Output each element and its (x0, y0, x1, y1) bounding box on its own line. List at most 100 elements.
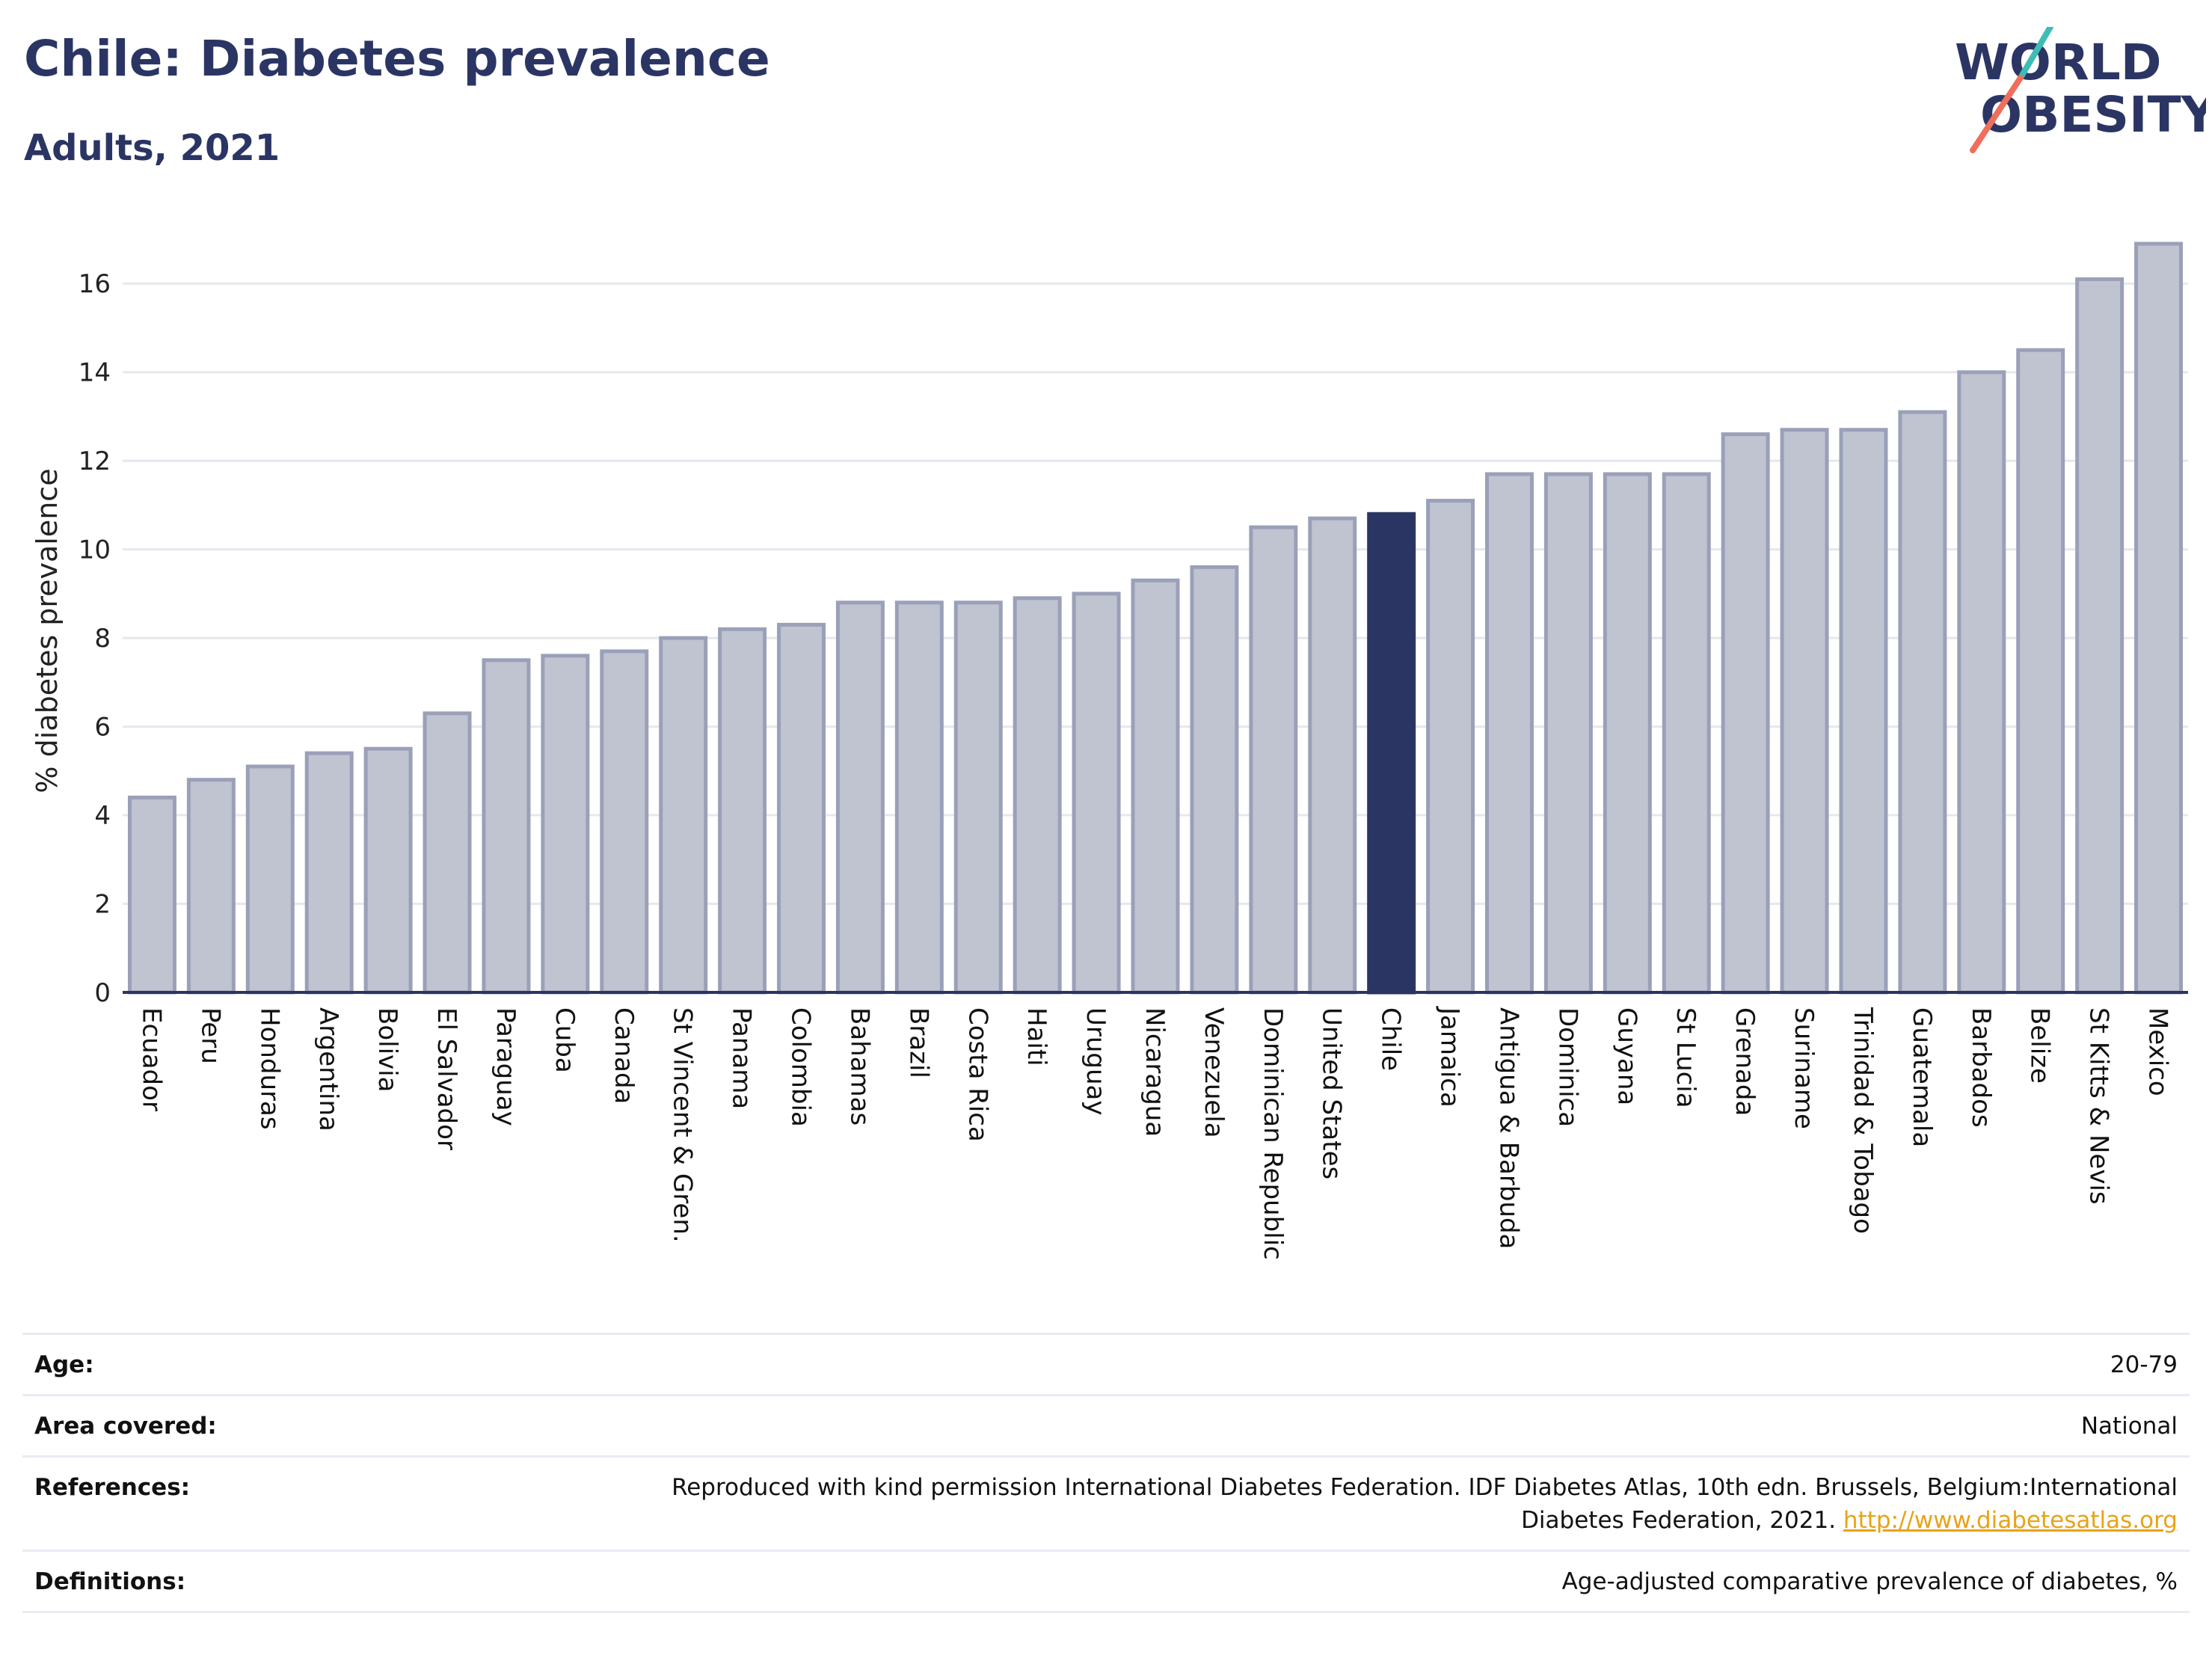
detail-row-definitions: Definitions: Age-adjusted comparative pr… (22, 1550, 2190, 1613)
x-tick-label: Chile (1376, 1007, 1406, 1071)
x-tick-label: El Salvador (431, 1007, 461, 1150)
bar-argentina (304, 751, 354, 995)
x-tick-label: Panama (727, 1007, 757, 1109)
x-tick-label: Mexico (2143, 1007, 2173, 1096)
x-tick-label: Barbados (1966, 1007, 1996, 1128)
x-tick-label: Honduras (254, 1007, 284, 1130)
bar-st-vincent-gren- (659, 636, 708, 995)
reference-text: Reproduced with kind permission Internat… (672, 1474, 2178, 1534)
x-tick-label: Ecuador (136, 1007, 166, 1111)
y-tick-label: 16 (79, 269, 111, 299)
x-tick-label: Dominican Republic (1258, 1007, 1288, 1260)
logo-line1: WORLD (1955, 34, 2162, 91)
x-tick-label: Argentina (313, 1007, 343, 1132)
detail-key: Age: (34, 1351, 94, 1378)
detail-key: Definitions: (34, 1568, 186, 1595)
bar-chile (1367, 512, 1416, 995)
bar-guyana (1603, 472, 1652, 995)
bar-jamaica (1426, 498, 1475, 995)
x-tick-label: Uruguay (1081, 1007, 1110, 1116)
bar-brazil (894, 601, 944, 995)
y-axis-title: % diabetes prevalence (31, 468, 64, 793)
x-tick-label: Costa Rica (962, 1007, 992, 1142)
logo-line2: OBESITY (1980, 86, 2206, 144)
x-tick-label: Grenada (1730, 1007, 1760, 1116)
bar-cuba (541, 654, 590, 995)
x-tick-label: Brazil (903, 1007, 933, 1078)
x-tick-label: Peru (195, 1007, 225, 1064)
x-tick-label: Bolivia (372, 1007, 402, 1092)
y-tick-label: 4 (94, 801, 111, 831)
bar-bolivia (363, 746, 413, 995)
y-tick-label: 2 (94, 890, 111, 920)
bar-dominican-republic (1249, 525, 1298, 995)
x-tick-label: Guyana (1612, 1007, 1641, 1105)
bar-paraguay (482, 658, 531, 995)
bar-costa-rica (953, 601, 1003, 995)
y-tick-label: 12 (79, 446, 111, 476)
bar-panama (718, 627, 767, 995)
bar-haiti (1013, 596, 1062, 995)
x-tick-label: United States (1317, 1007, 1347, 1179)
x-tick-label: Suriname (1789, 1007, 1819, 1129)
bar-canada (600, 649, 649, 995)
x-tick-label: Cuba (550, 1007, 580, 1073)
details-table: Age: 20-79 Area covered: National Refere… (22, 1333, 2190, 1624)
bar-peru (186, 778, 236, 995)
bar-chart: 0 2 4 6 8 10 12 14 16 % diabetes prevalence Ecuado… (31, 242, 2188, 1260)
x-tick-label: Nicaragua (1140, 1007, 1170, 1137)
x-tick-label: Paraguay (491, 1007, 520, 1126)
detail-key: Area covered: (34, 1413, 217, 1440)
y-tick-label: 6 (94, 713, 111, 743)
bar-united-states (1308, 516, 1357, 995)
x-tick-label: Guatemala (1907, 1007, 1937, 1147)
bar-suriname (1780, 428, 1829, 995)
x-tick-label: Antigua & Barbuda (1493, 1007, 1523, 1249)
logo-teal-slash (2018, 27, 2053, 81)
bar-st-lucia (1662, 472, 1711, 995)
x-tick-label: Haiti (1021, 1007, 1051, 1066)
x-tick-label: St Kitts & Nevis (2084, 1007, 2114, 1205)
x-tick-label: Bahamas (844, 1007, 874, 1126)
detail-value: National (2080, 1413, 2178, 1440)
x-tick-label: Dominica (1552, 1007, 1582, 1127)
detail-row-age: Age: 20-79 (22, 1333, 2190, 1396)
world-obesity-logo: WORLD OBESITY (1955, 27, 2206, 153)
detail-value: Age-adjusted comparative prevalence of d… (1561, 1568, 2178, 1595)
x-tick-label: St Lucia (1671, 1007, 1701, 1108)
page-title: Chile: Diabetes prevalence (24, 30, 770, 87)
y-tick-label: 10 (79, 535, 111, 565)
bar-antigua-barbuda (1484, 472, 1534, 995)
detail-value: Reproduced with kind permission Internat… (637, 1471, 2178, 1537)
x-tick-label: St Vincent & Gren. (668, 1007, 698, 1243)
detail-table-bottom-border (22, 1611, 2190, 1613)
y-tick-label: 0 (94, 978, 111, 1008)
bar-venezuela (1190, 565, 1239, 995)
bar-barbados (1957, 370, 2006, 995)
x-tick-label: Canada (609, 1007, 639, 1104)
y-tick-label: 8 (94, 624, 111, 654)
y-tick-label: 14 (79, 358, 111, 388)
x-tick-label: Belize (2025, 1007, 2055, 1084)
x-tick-label: Colombia (786, 1007, 816, 1127)
x-tick-label: Venezuela (1199, 1007, 1229, 1138)
bar-guatemala (1898, 410, 1947, 995)
bar-belize (2016, 348, 2065, 995)
bar-nicaragua (1131, 578, 1180, 995)
bar-dominica (1543, 472, 1593, 995)
bar-uruguay (1072, 592, 1121, 995)
bar-ecuador (127, 795, 176, 995)
logo-coral-slash (1970, 75, 2024, 153)
bar-trinidad-tobago (1839, 428, 1888, 995)
x-tick-label: Trinidad & Tobago (1848, 1007, 1878, 1234)
bar-colombia (777, 622, 826, 995)
reference-link[interactable]: http://www.diabetesatlas.org (1843, 1507, 2178, 1534)
bar-honduras (245, 764, 295, 995)
detail-key: References: (34, 1474, 191, 1501)
page-subtitle: Adults, 2021 (24, 127, 280, 169)
x-tick-label: Jamaica (1435, 1006, 1465, 1108)
bar-st-kitts-nevis (2075, 277, 2125, 995)
bar-bahamas (835, 601, 885, 995)
detail-value: 20-79 (2110, 1351, 2178, 1378)
detail-row-references: References: Reproduced with kind permiss… (22, 1455, 2190, 1552)
